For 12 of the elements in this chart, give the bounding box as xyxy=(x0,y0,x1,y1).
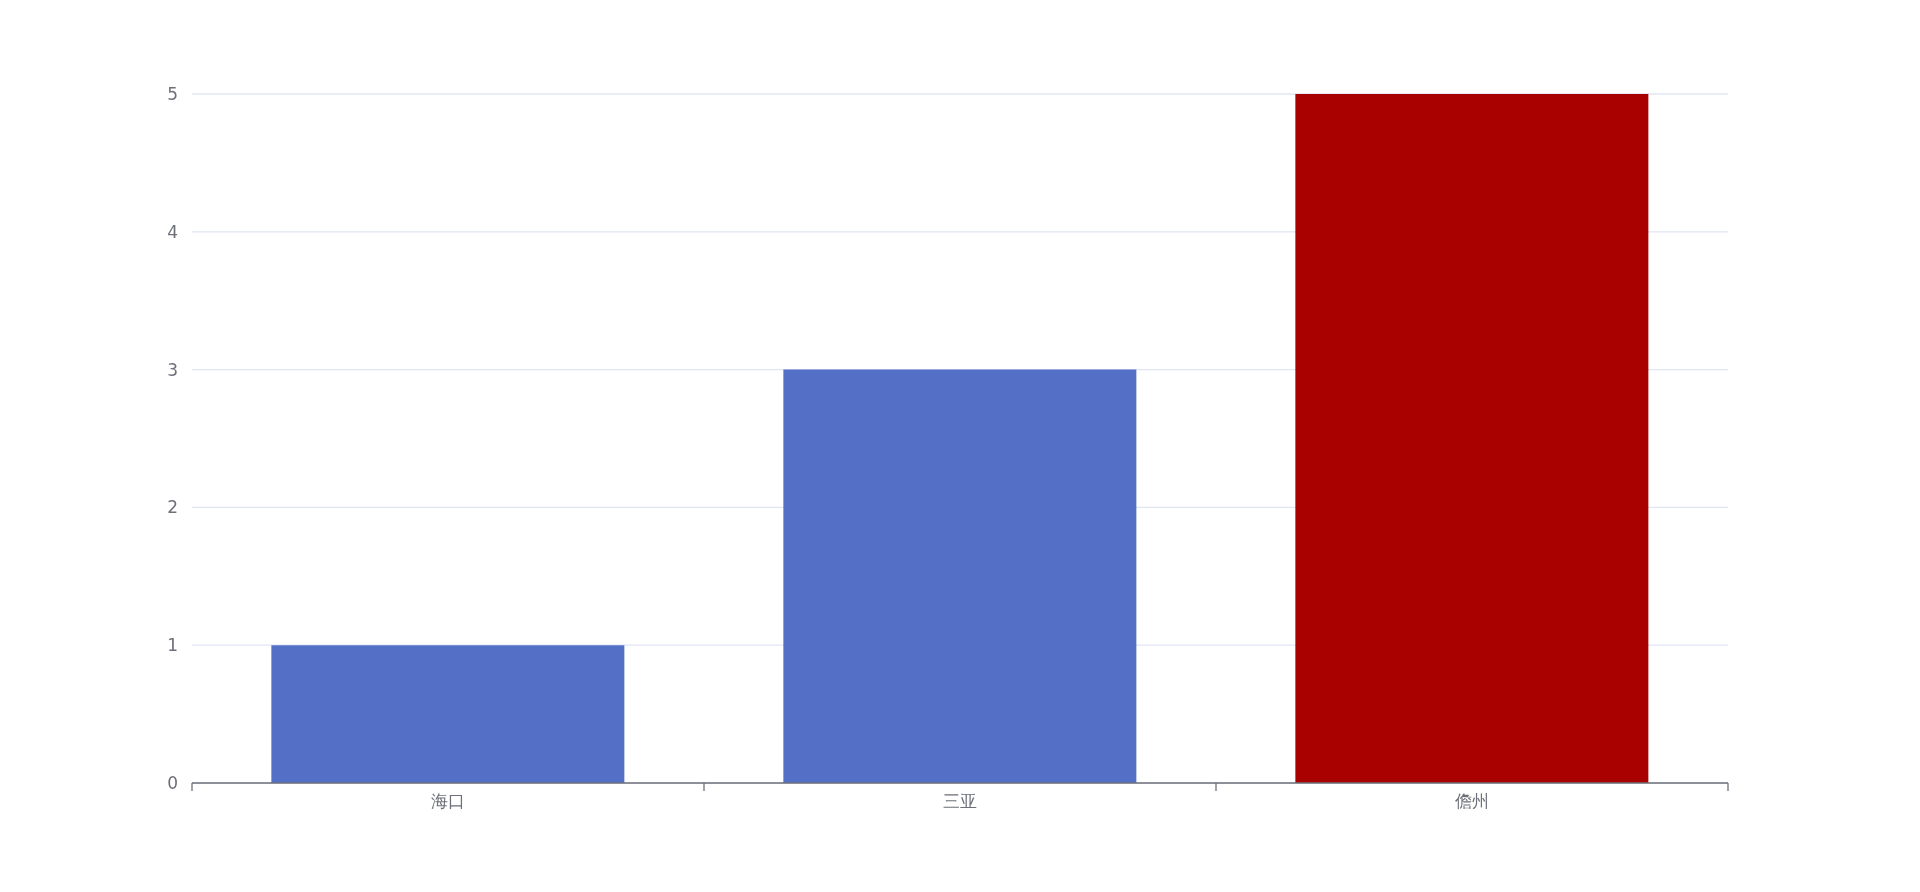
y-tick-label: 1 xyxy=(167,635,178,656)
bar xyxy=(783,369,1137,783)
x-tick-label: 三亚 xyxy=(943,791,977,812)
y-tick-label: 3 xyxy=(167,359,178,380)
x-tick-label: 海口 xyxy=(431,791,465,812)
x-tick-label: 儋州 xyxy=(1455,791,1489,812)
bar xyxy=(271,645,625,783)
y-tick-label: 4 xyxy=(167,221,178,242)
y-tick-label: 5 xyxy=(167,84,178,105)
y-tick-label: 0 xyxy=(167,773,178,794)
y-tick-label: 2 xyxy=(167,497,178,518)
bar xyxy=(1295,94,1649,783)
